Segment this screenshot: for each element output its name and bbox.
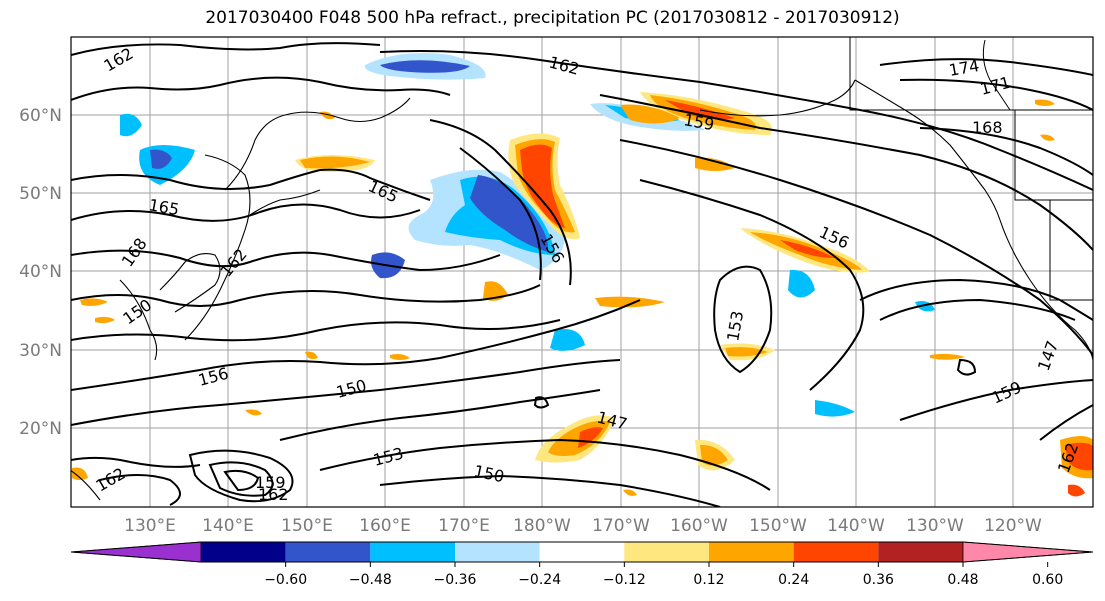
colorbar-tick-label: 0.48 [947, 572, 978, 588]
lat-label: 20°N [19, 419, 62, 439]
colorbar-segment [201, 542, 286, 562]
contour-label: 168 [972, 118, 1003, 137]
lon-label: 130°E [124, 516, 176, 536]
colorbar-segment [624, 542, 709, 562]
lat-label: 40°N [19, 262, 62, 282]
latitude-labels: 60°N 50°N 40°N 30°N 20°N [19, 106, 62, 439]
lat-label: 30°N [19, 341, 62, 361]
colorbar-segment [709, 542, 794, 562]
colorbar-tick-label: −0.24 [518, 572, 561, 588]
lon-label: 180°W [513, 516, 571, 536]
colorbar-tick-label: −0.12 [603, 572, 646, 588]
lon-label: 170°W [592, 516, 650, 536]
coastlines [71, 79, 1093, 501]
colorbar-outline [70, 541, 1094, 563]
lon-label: 150°E [281, 516, 333, 536]
colorbar-tick-label: −0.48 [349, 572, 392, 588]
contour-label: 162 [258, 485, 289, 504]
colorbar: −0.60 −0.48 −0.36 −0.24 −0.12 0.12 0.24 0.36 0.4… [70, 541, 1094, 588]
political-borders [849, 37, 1093, 301]
colorbar-segment [285, 542, 371, 562]
colorbar-tick-label: −0.36 [434, 572, 477, 588]
plot-frame [70, 36, 1094, 508]
lon-label: 120°W [984, 516, 1042, 536]
colorbar-tick-label: 0.12 [693, 572, 724, 588]
lon-label: 140°E [202, 516, 254, 536]
colorbar-segment [455, 542, 540, 562]
contour-label: 159 [255, 473, 286, 492]
colorbar-tick-label: 0.24 [778, 572, 809, 588]
colorbar-segments [70, 541, 1094, 563]
colorbar-segment [370, 542, 455, 562]
map-title: 2017030400 F048 500 hPa refract., precip… [205, 8, 900, 28]
colorbar-ticks: −0.60 −0.48 −0.36 −0.24 −0.12 0.12 0.24 0.36 0.4… [264, 562, 1063, 588]
colorbar-segment [70, 541, 202, 563]
lon-label: 160°E [359, 516, 411, 536]
longitude-labels: 130°E 140°E 150°E 160°E 170°E 180°W 170°… [124, 516, 1042, 536]
lon-label: 160°W [670, 516, 728, 536]
refractivity-contours [71, 42, 1093, 507]
colorbar-tick-label: 0.60 [1032, 572, 1063, 588]
colorbar-segment [793, 542, 879, 562]
lon-label: 130°W [906, 516, 964, 536]
lat-label: 50°N [19, 184, 62, 204]
lat-label: 60°N [19, 106, 62, 126]
precip-shading [72, 52, 1093, 497]
map-plot-area: 162 162 174 171 168 159 165 165 168 162 … [70, 36, 1094, 508]
colorbar-tick-label: −0.60 [264, 572, 307, 588]
colorbar-tick-label: 0.36 [863, 572, 894, 588]
lon-label: 150°W [749, 516, 807, 536]
lon-label: 140°W [827, 516, 885, 536]
colorbar-segment [962, 541, 1094, 563]
colorbar-segment [539, 542, 625, 562]
lon-label: 170°E [438, 516, 490, 536]
colorbar-segment [878, 542, 963, 562]
